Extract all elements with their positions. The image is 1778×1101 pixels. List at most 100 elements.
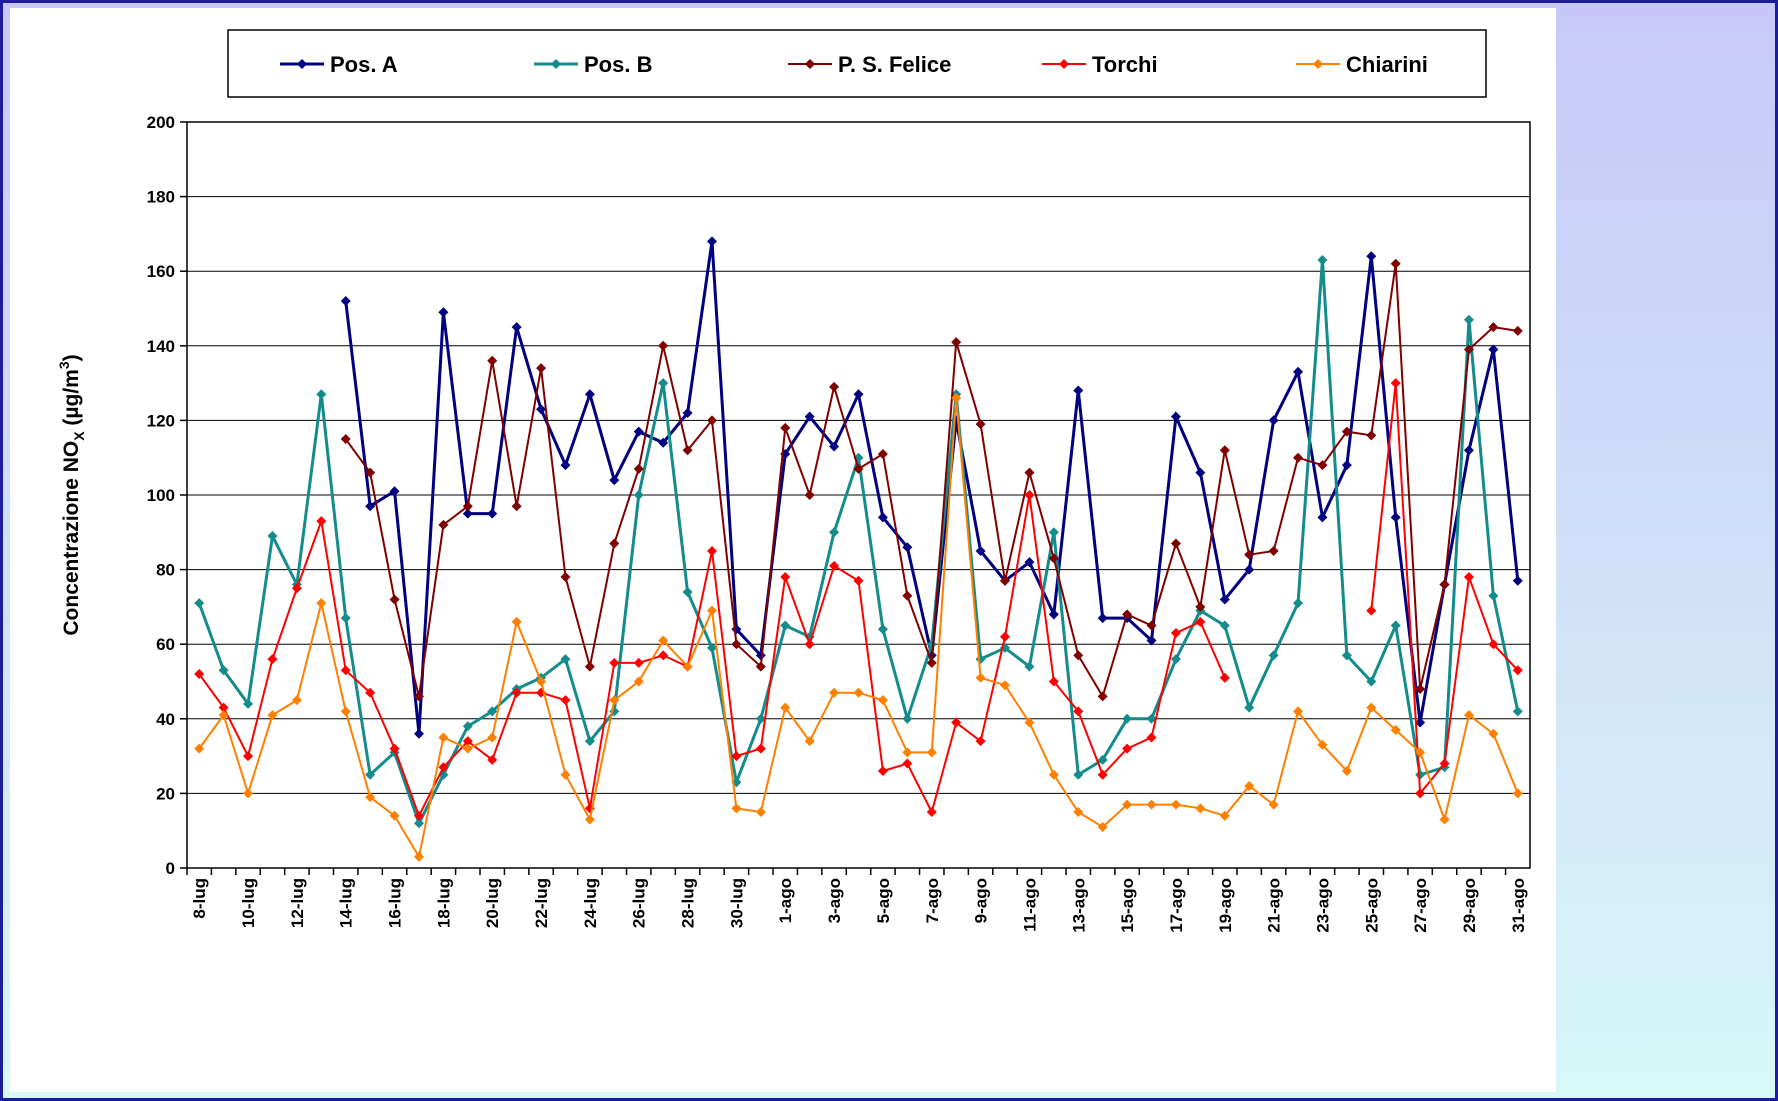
data-point xyxy=(1341,426,1352,437)
data-point xyxy=(1000,680,1011,691)
data-point xyxy=(829,560,840,571)
data-point xyxy=(1219,810,1230,821)
y-title-sup: 3 xyxy=(56,361,72,369)
data-point xyxy=(1219,620,1230,631)
data-point xyxy=(1268,650,1279,661)
data-point xyxy=(1073,650,1084,661)
data-point xyxy=(487,508,498,519)
data-point xyxy=(1390,378,1401,389)
data-point xyxy=(511,322,522,333)
x-tick-label: 9-ago xyxy=(972,878,991,923)
data-point xyxy=(1097,769,1108,780)
data-point xyxy=(780,620,791,631)
x-tick-label: 22-lug xyxy=(532,878,551,928)
data-point xyxy=(682,445,693,456)
data-point xyxy=(1195,467,1206,478)
data-point xyxy=(877,695,888,706)
data-point xyxy=(1488,639,1499,650)
data-point xyxy=(438,519,449,530)
data-point xyxy=(560,460,571,471)
data-point xyxy=(1244,564,1255,575)
data-point xyxy=(1366,676,1377,687)
data-point xyxy=(536,404,547,415)
data-point xyxy=(1293,366,1304,377)
data-point xyxy=(511,687,522,698)
data-point xyxy=(804,490,815,500)
y-tick-label: 180 xyxy=(147,188,175,207)
data-point xyxy=(658,635,669,646)
data-point xyxy=(1170,654,1181,665)
data-point xyxy=(1024,717,1035,728)
data-point xyxy=(877,766,888,777)
data-point xyxy=(926,657,937,668)
data-point xyxy=(438,307,449,318)
data-point xyxy=(267,710,278,721)
data-point xyxy=(755,713,766,724)
data-point xyxy=(1048,527,1059,538)
data-point xyxy=(902,542,913,553)
x-tick-label: 30-lug xyxy=(727,878,746,928)
data-point xyxy=(1097,691,1108,702)
data-point xyxy=(609,695,620,706)
data-point xyxy=(413,818,424,829)
data-point xyxy=(1463,344,1474,355)
data-point xyxy=(291,583,302,594)
data-point xyxy=(1488,728,1499,739)
data-point xyxy=(487,754,498,765)
x-tick-label: 28-lug xyxy=(679,878,698,928)
x-tick-label: 21-ago xyxy=(1265,878,1284,933)
data-point xyxy=(755,661,766,672)
chart-area xyxy=(10,8,1556,1092)
data-point xyxy=(511,501,522,512)
y-tick-label: 0 xyxy=(166,859,175,878)
data-point xyxy=(1000,631,1011,642)
data-point xyxy=(975,736,986,747)
data-point xyxy=(1146,713,1157,724)
data-point xyxy=(243,788,254,799)
data-point xyxy=(218,665,229,676)
data-point xyxy=(951,337,962,348)
data-point xyxy=(706,642,717,653)
data-point xyxy=(609,538,620,549)
data-point xyxy=(1146,620,1157,631)
data-point xyxy=(780,702,791,713)
data-point xyxy=(1024,661,1035,672)
data-point xyxy=(1317,512,1328,523)
x-tick-label: 25-ago xyxy=(1362,878,1381,933)
data-point xyxy=(926,807,937,818)
x-tick-label: 13-ago xyxy=(1069,878,1088,933)
data-point xyxy=(316,598,327,609)
data-point xyxy=(413,851,424,862)
x-tick-label: 12-lug xyxy=(288,878,307,928)
data-point xyxy=(755,743,766,754)
data-point xyxy=(780,422,791,433)
data-point xyxy=(1317,255,1328,266)
data-point xyxy=(951,717,962,728)
data-point xyxy=(1317,739,1328,750)
data-point xyxy=(1170,799,1181,810)
x-tick-label: 18-lug xyxy=(434,878,453,928)
data-point xyxy=(1219,445,1230,456)
data-point xyxy=(194,743,205,754)
data-point xyxy=(658,650,669,661)
y-tick-label: 160 xyxy=(147,262,175,281)
legend-marker xyxy=(1313,59,1323,69)
x-tick-label: 26-lug xyxy=(630,878,649,928)
data-point xyxy=(1366,430,1377,441)
x-tick-label: 29-ago xyxy=(1460,878,1479,933)
x-tick-label: 10-lug xyxy=(239,878,258,928)
data-point xyxy=(902,713,913,724)
data-point xyxy=(853,575,864,586)
data-point xyxy=(633,490,644,500)
data-point xyxy=(389,810,400,821)
data-point xyxy=(633,657,644,668)
data-point xyxy=(462,501,473,512)
data-point xyxy=(902,590,913,601)
data-point xyxy=(1146,799,1157,810)
data-point xyxy=(1048,609,1059,620)
x-tick-label: 14-lug xyxy=(337,878,356,928)
data-point xyxy=(340,613,351,624)
x-tick-label: 1-ago xyxy=(776,878,795,923)
y-tick-label: 120 xyxy=(147,411,175,430)
